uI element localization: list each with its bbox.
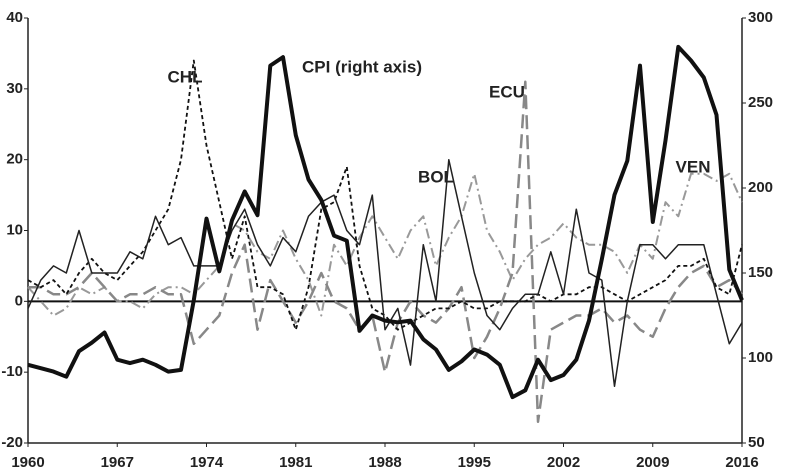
series-line xyxy=(28,80,743,424)
annotation: CHL xyxy=(168,67,203,86)
y2-tick-label: 50 xyxy=(748,434,765,451)
x-tick-label: 2009 xyxy=(636,454,669,471)
y-tick-label: 20 xyxy=(6,151,23,168)
y-tick-label: 10 xyxy=(6,221,23,238)
annotation: VEN xyxy=(676,157,711,176)
y-tick-label: 30 xyxy=(6,80,23,97)
y-tick-label: 0 xyxy=(15,292,23,309)
y-tick-label: -10 xyxy=(1,363,23,380)
y2-tick-label: 200 xyxy=(748,179,773,196)
y-tick-label: 40 xyxy=(6,9,23,26)
series-line xyxy=(27,172,743,317)
y2-tick-label: 250 xyxy=(748,94,773,111)
x-tick-label: 1981 xyxy=(279,454,312,471)
x-tick-label: 1974 xyxy=(190,454,224,471)
x-tick-label: 2016 xyxy=(725,454,758,471)
y2-tick-label: 100 xyxy=(748,349,773,366)
y-tick-label: -20 xyxy=(1,434,23,451)
x-tick-label: 1967 xyxy=(101,454,134,471)
x-tick-label: 1995 xyxy=(458,454,491,471)
series-line xyxy=(27,158,743,388)
annotation: CPI (right axis) xyxy=(302,57,422,76)
x-tick-label: 1988 xyxy=(368,454,401,471)
annotation: BOL xyxy=(418,167,454,186)
x-tick-label: 2002 xyxy=(547,454,580,471)
series-line xyxy=(27,44,744,400)
annotation: ECU xyxy=(489,82,525,101)
y2-tick-label: 300 xyxy=(748,9,773,26)
y2-tick-label: 150 xyxy=(748,264,773,281)
x-tick-label: 1960 xyxy=(11,454,44,471)
